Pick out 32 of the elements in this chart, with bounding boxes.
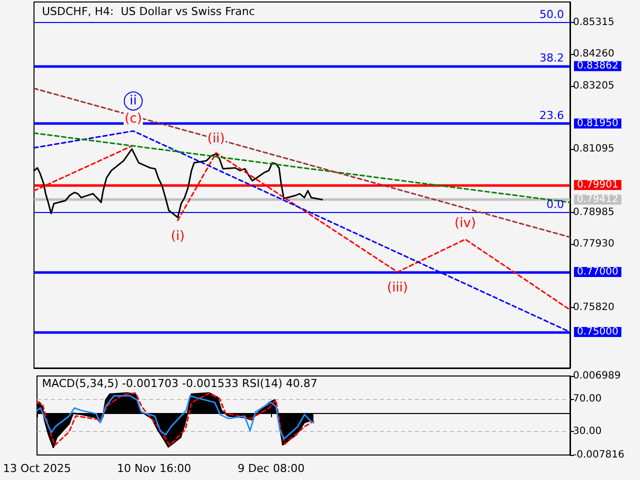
- x-tick-label: 13 Oct 2025: [2, 462, 72, 475]
- annotation: (iv): [454, 216, 476, 231]
- y-tick-label: 0.77930: [573, 238, 614, 250]
- annotation: (ii): [207, 131, 225, 146]
- annotation: 38.2: [540, 52, 564, 65]
- annotation: (c): [124, 112, 142, 126]
- y-tick-label: 0.78985: [573, 206, 614, 218]
- x-tick-label: 10 Nov 16:00: [117, 462, 192, 475]
- x-tick-label: 9 Dec 08:00: [238, 462, 305, 475]
- ref-line-label: 0.81950: [577, 118, 618, 129]
- y-tick-label: 0.85315: [573, 17, 614, 28]
- chart-title: USDCHF, H4: US Dollar vs Swiss Franc: [42, 5, 255, 18]
- ref-line-label: 0.79412: [577, 194, 618, 206]
- ref-line-label: 0.83862: [577, 60, 618, 72]
- y-tick-label: 0.81095: [573, 144, 614, 155]
- ref-line-label: 0.79901: [577, 179, 618, 190]
- y-tick-label: 0.83205: [573, 80, 614, 92]
- y-tick-label: -0.007816: [573, 450, 624, 460]
- ref-line-label: 0.77000: [577, 266, 618, 278]
- annotation: 0.0: [546, 198, 564, 211]
- y-tick-label: 0.84260: [573, 48, 614, 60]
- chart-title: MACD(5,34,5) -0.001703 -0.001533 RSI(14) 40.87: [42, 377, 318, 390]
- annotation: (iii): [387, 280, 408, 296]
- annotation: ii: [130, 94, 137, 108]
- y-tick-label: 0.006989: [573, 370, 621, 382]
- annotation: 23.6: [540, 109, 564, 122]
- annotation: (i): [170, 228, 185, 244]
- y2-tick-label: 30.00: [573, 426, 602, 438]
- ref-line-label: 0.75000: [577, 326, 618, 338]
- y-tick-label: 0.75820: [573, 302, 614, 313]
- annotation: 50.0: [540, 8, 564, 22]
- y2-tick-label: 70.00: [573, 394, 602, 405]
